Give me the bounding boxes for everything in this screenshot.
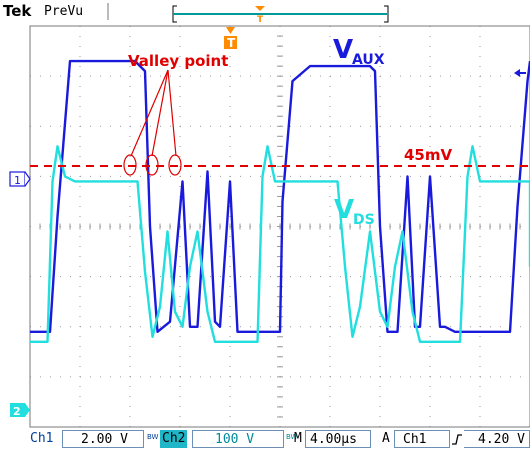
trigger-source[interactable]: Ch1 [394,430,450,448]
svg-text:2: 2 [13,405,21,418]
svg-text:V: V [334,195,354,225]
ch2-label[interactable]: Ch2 [160,430,187,448]
ch1-scale-readout[interactable]: 2.00 V [62,430,144,448]
trigger-marker-icon: T [224,27,237,50]
ch1-label: Ch1 [30,430,53,448]
svg-text:1: 1 [14,174,21,187]
timebase-readout[interactable]: 4.00µs [305,430,371,448]
svg-text:AUX: AUX [352,52,385,68]
threshold-label: 45mV [404,146,453,164]
valley-pointer-lines [124,70,181,175]
record-position-bar[interactable] [173,6,388,22]
trigger-position-icon[interactable]: T [255,6,265,25]
svg-text:V: V [333,35,353,65]
ch2-ground-marker[interactable]: 2 [10,403,30,418]
valley-point-label: Valley point [128,52,228,70]
brand-label: Tek [3,2,32,20]
ch1-ground-marker[interactable]: 1 [10,172,30,187]
trigger-level[interactable]: 4.20 V [464,430,530,448]
acquisition-mode: A [382,430,390,448]
graticule-grid [30,26,530,427]
mode-label: PreVu [44,4,83,19]
vds-label: V DS [334,195,375,228]
ch2-scale-readout[interactable]: 100 V [192,430,284,448]
time-prefix: M [294,430,302,448]
svg-text:T: T [227,36,236,50]
rising-edge-icon [451,433,463,446]
svg-text:DS: DS [353,212,375,228]
bw-limit-icon: BW [147,433,158,441]
waveform-traces [30,61,530,342]
svg-text:T: T [257,15,264,25]
vaux-label: V AUX [333,35,385,68]
offscreen-arrow-icon [514,69,526,77]
